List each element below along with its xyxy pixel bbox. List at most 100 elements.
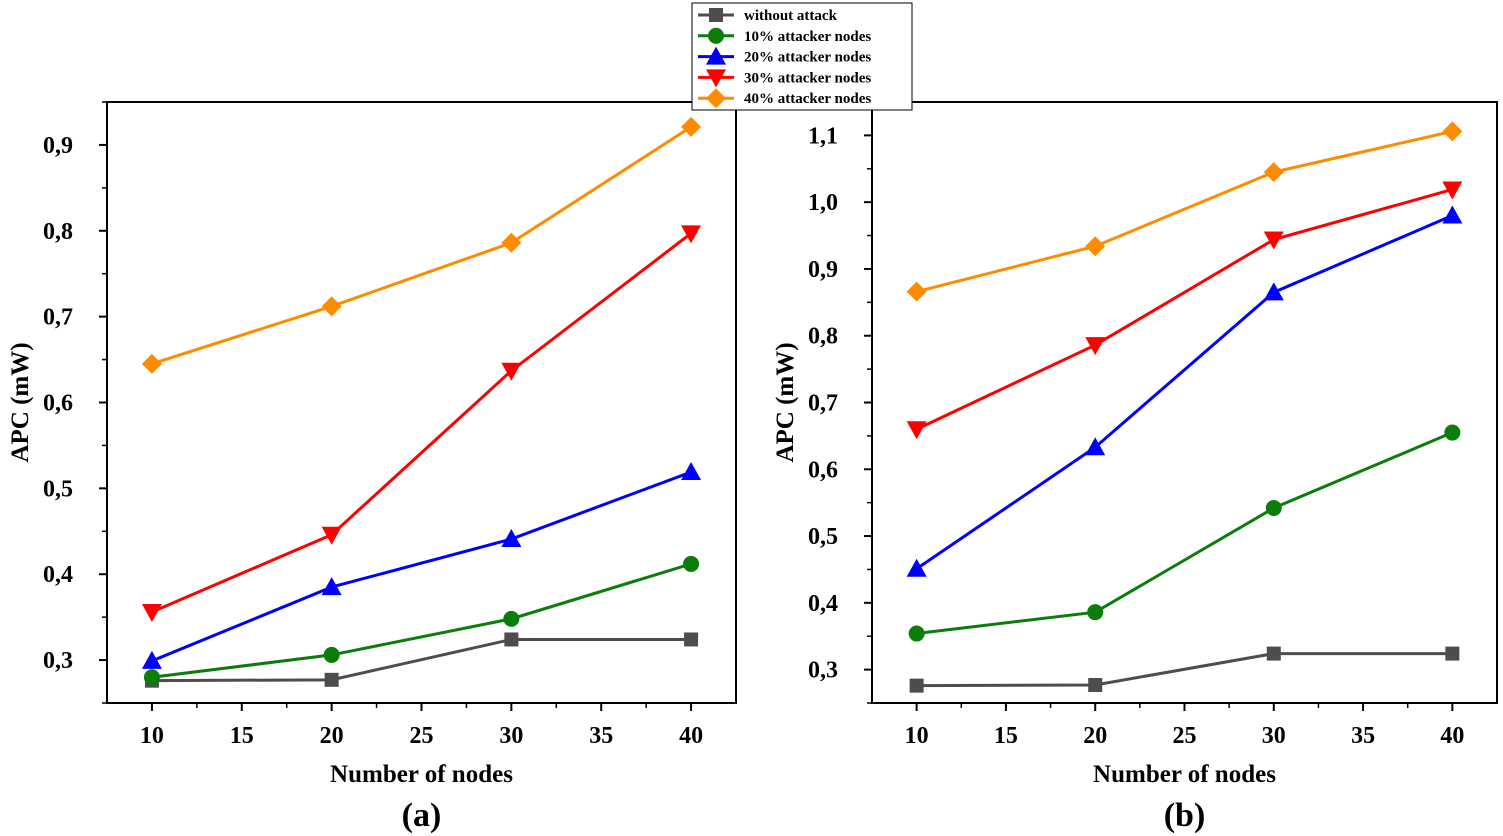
- x-tick-label: 25: [410, 723, 434, 749]
- data-point: [906, 558, 927, 577]
- legend-item: 40% attacker nodes: [698, 88, 871, 109]
- data-point: [681, 462, 702, 481]
- series-without-attack: [909, 646, 1460, 693]
- data-point: [684, 632, 699, 647]
- panel-b: 10 15 20 25 30 35 40 0,3 0,4 0,5 0,6 0,7 0,8 0,9 1,0 1,…: [772, 101, 1498, 834]
- series-line: [916, 129, 1453, 294]
- legend-item: 10% attacker nodes: [698, 27, 871, 45]
- x-tick-label: 15: [230, 723, 254, 749]
- data-point: [1085, 337, 1106, 356]
- data-point: [1442, 121, 1463, 142]
- x-tick-label: 40: [1440, 723, 1464, 749]
- x-tick-label: 10: [905, 723, 929, 749]
- data-point: [501, 232, 522, 253]
- x-tick-label: 20: [1083, 723, 1107, 749]
- data-point: [501, 362, 522, 381]
- y-tick-label: 0,6: [43, 391, 73, 417]
- legend-label: 10% attacker nodes: [744, 29, 871, 45]
- series-40-attacker-nodes: [906, 121, 1463, 302]
- y-tick-label: 0,6: [808, 457, 838, 483]
- series-line: [151, 232, 692, 614]
- series-line: [916, 431, 1453, 636]
- data-point: [1087, 604, 1104, 621]
- data-point: [1442, 205, 1463, 224]
- legend-label: without attack: [744, 8, 838, 24]
- y-tick-label: 0,4: [43, 562, 73, 588]
- data-point: [1265, 500, 1282, 517]
- data-point: [1263, 162, 1284, 183]
- data-point: [504, 632, 519, 647]
- series-line: [151, 637, 692, 683]
- x-tick-label: 15: [994, 723, 1018, 749]
- series-40-attacker-nodes: [141, 116, 702, 374]
- series-20-attacker-nodes: [906, 205, 1463, 577]
- y-tick-label: 0,7: [808, 391, 838, 417]
- legend-marker: [706, 46, 726, 65]
- y-axis-title: APC (mW): [7, 342, 34, 462]
- x-tick-label: 30: [499, 723, 523, 749]
- data-point: [1445, 646, 1460, 661]
- legend-label: 20% attacker nodes: [744, 50, 871, 66]
- series-30-attacker-nodes: [141, 225, 702, 622]
- data-point: [501, 529, 522, 548]
- data-point: [143, 669, 160, 686]
- series-without-attack: [144, 632, 699, 688]
- legend-marker: [709, 8, 723, 22]
- legend-item: 30% attacker nodes: [698, 69, 871, 88]
- y-tick-label: 1,1: [808, 123, 838, 149]
- x-axis-title: Number of nodes: [1093, 761, 1276, 788]
- data-point: [324, 672, 339, 687]
- series-line: [916, 652, 1453, 688]
- series-line: [151, 470, 692, 663]
- x-tick-label: 40: [679, 723, 703, 749]
- data-point: [321, 526, 342, 545]
- y-tick-label: 0,3: [43, 648, 73, 674]
- y-tick-label: 1,0: [808, 190, 838, 216]
- x-tick-label: 25: [1173, 723, 1197, 749]
- legend-item: without attack: [698, 8, 838, 24]
- panel-label: (a): [402, 797, 442, 834]
- series-30-attacker-nodes: [906, 181, 1463, 440]
- series-20-attacker-nodes: [141, 462, 702, 669]
- data-point: [1085, 437, 1106, 456]
- data-point: [1088, 677, 1103, 692]
- x-tick-label: 20: [320, 723, 344, 749]
- y-tick-label: 0,7: [43, 305, 73, 331]
- legend-marker: [706, 69, 726, 88]
- data-point: [908, 625, 925, 642]
- data-point: [141, 603, 162, 622]
- data-point: [141, 353, 162, 374]
- legend-marker: [708, 27, 724, 44]
- data-point: [1263, 231, 1284, 250]
- data-point: [141, 650, 162, 669]
- panel-a: 10 15 20 25 30 35 40 0,3 0,4 0,5 0,6 0,7 0,8 0,9 Numbe…: [7, 101, 737, 834]
- y-tick-label: 0,4: [808, 591, 838, 617]
- y-tick-label: 0,8: [43, 219, 73, 245]
- legend-label: 30% attacker nodes: [744, 70, 871, 86]
- y-tick-label: 0,9: [808, 257, 838, 283]
- y-axis-title: APC (mW): [772, 342, 799, 462]
- data-point: [321, 296, 342, 317]
- x-tick-label: 10: [140, 723, 164, 749]
- legend: without attack 10% attacker nodes 20% atta…: [691, 2, 913, 111]
- plot-frame: [106, 101, 737, 704]
- data-point: [906, 421, 927, 440]
- y-tick-label: 0,9: [43, 133, 73, 159]
- x-tick-label: 35: [1351, 723, 1375, 749]
- data-point: [1444, 424, 1461, 441]
- data-point: [683, 555, 700, 572]
- series-line: [151, 125, 692, 366]
- y-tick-label: 0,8: [808, 324, 838, 350]
- data-point: [909, 678, 924, 693]
- data-point: [321, 577, 342, 596]
- data-point: [323, 646, 340, 663]
- x-tick-label: 30: [1262, 723, 1286, 749]
- data-point: [503, 610, 520, 627]
- data-point: [906, 281, 927, 302]
- series-line: [916, 188, 1453, 431]
- x-tick-label: 35: [589, 723, 613, 749]
- y-tick-label: 0,3: [808, 658, 838, 684]
- series-10-attacker-nodes: [143, 555, 700, 686]
- x-axis-title: Number of nodes: [330, 761, 513, 788]
- data-point: [1085, 236, 1106, 257]
